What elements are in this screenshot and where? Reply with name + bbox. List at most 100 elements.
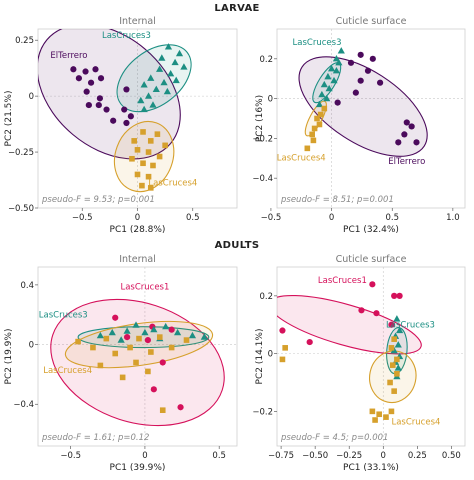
point-lascruces3-11 bbox=[117, 336, 125, 343]
section-title-larvae: LARVAE bbox=[214, 3, 259, 14]
y-tick-label: 0.2 bbox=[259, 292, 273, 302]
point-elterrero-1 bbox=[70, 66, 77, 73]
x-axis-label: PC1 (32.4%) bbox=[343, 225, 399, 235]
ellipse-lascruces3 bbox=[116, 44, 192, 113]
point-lascruces3-4 bbox=[132, 321, 140, 328]
stat-annotation: pseudo-F = 1.61; p=0.12 bbox=[41, 433, 149, 443]
point-lascruces4-9 bbox=[376, 411, 382, 418]
x-tick-label: 0.25 bbox=[408, 451, 427, 461]
x-tick-label: 0 bbox=[135, 213, 140, 223]
group-label-elterrero: ElTerrero bbox=[50, 51, 87, 61]
point-lascruces4-9 bbox=[168, 344, 175, 351]
group-label-lascruces4: LasCruces4 bbox=[43, 366, 92, 376]
y-axis-label: PC2 (21.5%) bbox=[4, 91, 14, 147]
group-label-lascruces4: LasCruces4 bbox=[391, 417, 440, 427]
plot-content bbox=[277, 281, 422, 423]
point-lascruces3-1 bbox=[393, 315, 401, 322]
point-elterrero-3 bbox=[82, 68, 89, 75]
point-lascruces4-7 bbox=[310, 137, 317, 144]
point-lascruces4-14 bbox=[119, 374, 126, 381]
point-elterrero-9 bbox=[403, 119, 410, 126]
point-lascruces1-3 bbox=[391, 292, 398, 299]
ellipse-lascruces1 bbox=[277, 295, 422, 355]
point-lascruces3-4 bbox=[327, 64, 336, 72]
point-lascruces4-1 bbox=[140, 129, 146, 135]
point-elterrero-8 bbox=[334, 99, 341, 106]
point-lascruces3-2 bbox=[108, 328, 116, 336]
point-lascruces3-9 bbox=[188, 331, 197, 339]
point-lascruces3-4 bbox=[171, 58, 179, 66]
ellipse-lascruces4 bbox=[113, 120, 175, 193]
x-axis-label: PC1 (28.8%) bbox=[110, 225, 166, 235]
point-lascruces4-12 bbox=[134, 171, 141, 178]
x-tick-label: −0.5 bbox=[60, 451, 81, 461]
point-elterrero-10 bbox=[408, 123, 415, 130]
point-lascruces1-1 bbox=[279, 327, 286, 334]
point-lascruces4-5 bbox=[394, 371, 400, 377]
y-tick-label: 0.2 bbox=[259, 55, 273, 65]
x-tick-label: −0.5 bbox=[261, 213, 282, 223]
x-tick-label: −0.50 bbox=[302, 451, 328, 461]
group-label-lascruces4: LasCruces4 bbox=[277, 153, 326, 163]
point-lascruces3-14 bbox=[163, 87, 171, 95]
point-lascruces1-4 bbox=[124, 334, 131, 341]
point-elterrero-6 bbox=[376, 79, 384, 86]
point-lascruces4-1 bbox=[321, 105, 328, 112]
point-lascruces3-9 bbox=[160, 78, 168, 86]
point-lascruces4-2 bbox=[90, 344, 96, 351]
point-lascruces4-14 bbox=[139, 182, 145, 189]
point-elterrero-11 bbox=[103, 106, 110, 113]
point-lascruces3-1 bbox=[337, 47, 345, 54]
x-tick-label: −0.25 bbox=[336, 451, 362, 461]
point-lascruces3-6 bbox=[324, 72, 332, 80]
group-label-lascruces3: LasCruces3 bbox=[386, 321, 435, 331]
point-lascruces3-6 bbox=[156, 65, 164, 72]
point-lascruces3-10 bbox=[318, 90, 326, 98]
point-lascruces1-3 bbox=[168, 326, 175, 333]
point-lascruces4-10 bbox=[140, 160, 146, 167]
y-tick-label: −0.2 bbox=[252, 134, 273, 144]
y-axis-label: PC2 (19.9%) bbox=[4, 329, 14, 385]
point-lascruces4-4 bbox=[147, 138, 154, 144]
panel-3: LasCruces1 LasCruces3 LasCruces4 pseudo-F =… bbox=[4, 254, 238, 473]
point-elterrero-15 bbox=[127, 113, 134, 120]
point-lascruces4-11 bbox=[97, 362, 104, 369]
stat-annotation: pseudo-F = 9.53; p=0.001 bbox=[41, 195, 155, 205]
point-lascruces3-5 bbox=[332, 66, 341, 74]
point-lascruces4-10 bbox=[183, 337, 190, 343]
point-lascruces4-5 bbox=[162, 142, 168, 149]
point-lascruces3-3 bbox=[158, 54, 166, 61]
point-lascruces3-11 bbox=[323, 94, 331, 102]
point-elterrero-16 bbox=[123, 119, 130, 127]
point-lascruces4-7 bbox=[391, 388, 397, 394]
point-lascruces4-11 bbox=[388, 408, 395, 415]
x-tick-label: 0.5 bbox=[385, 213, 399, 223]
plot-content bbox=[50, 298, 225, 427]
y-tick-label: −0.50 bbox=[8, 204, 34, 214]
panel-title: Cuticle surface bbox=[336, 254, 407, 265]
point-elterrero-3 bbox=[347, 59, 355, 66]
point-lascruces4-3 bbox=[314, 115, 320, 122]
point-lascruces4-7 bbox=[145, 149, 152, 155]
point-lascruces3-8 bbox=[320, 80, 328, 88]
group-label-lascruces3: LasCruces3 bbox=[39, 311, 88, 321]
point-lascruces4-8 bbox=[156, 153, 163, 160]
point-lascruces3-15 bbox=[137, 96, 145, 104]
y-tick-label: 0 bbox=[268, 350, 273, 360]
group-label-lascruces4: LasCruces4 bbox=[148, 179, 197, 189]
point-lascruces4-5 bbox=[127, 344, 133, 351]
y-tick-label: 0 bbox=[268, 95, 273, 105]
point-lascruces3-1 bbox=[96, 331, 104, 339]
point-lascruces4-13 bbox=[282, 345, 288, 351]
point-lascruces3-1 bbox=[164, 43, 173, 50]
point-elterrero-7 bbox=[352, 89, 359, 96]
point-lascruces3-10 bbox=[200, 333, 208, 340]
point-lascruces4-8 bbox=[369, 408, 376, 415]
point-elterrero-9 bbox=[85, 101, 92, 109]
point-lascruces1-4 bbox=[396, 292, 403, 299]
point-lascruces3-2 bbox=[396, 326, 404, 334]
point-lascruces3-12 bbox=[315, 100, 324, 108]
point-lascruces1-1 bbox=[112, 314, 119, 321]
x-tick-label: 0 bbox=[142, 451, 147, 461]
point-lascruces3-3 bbox=[123, 327, 131, 334]
